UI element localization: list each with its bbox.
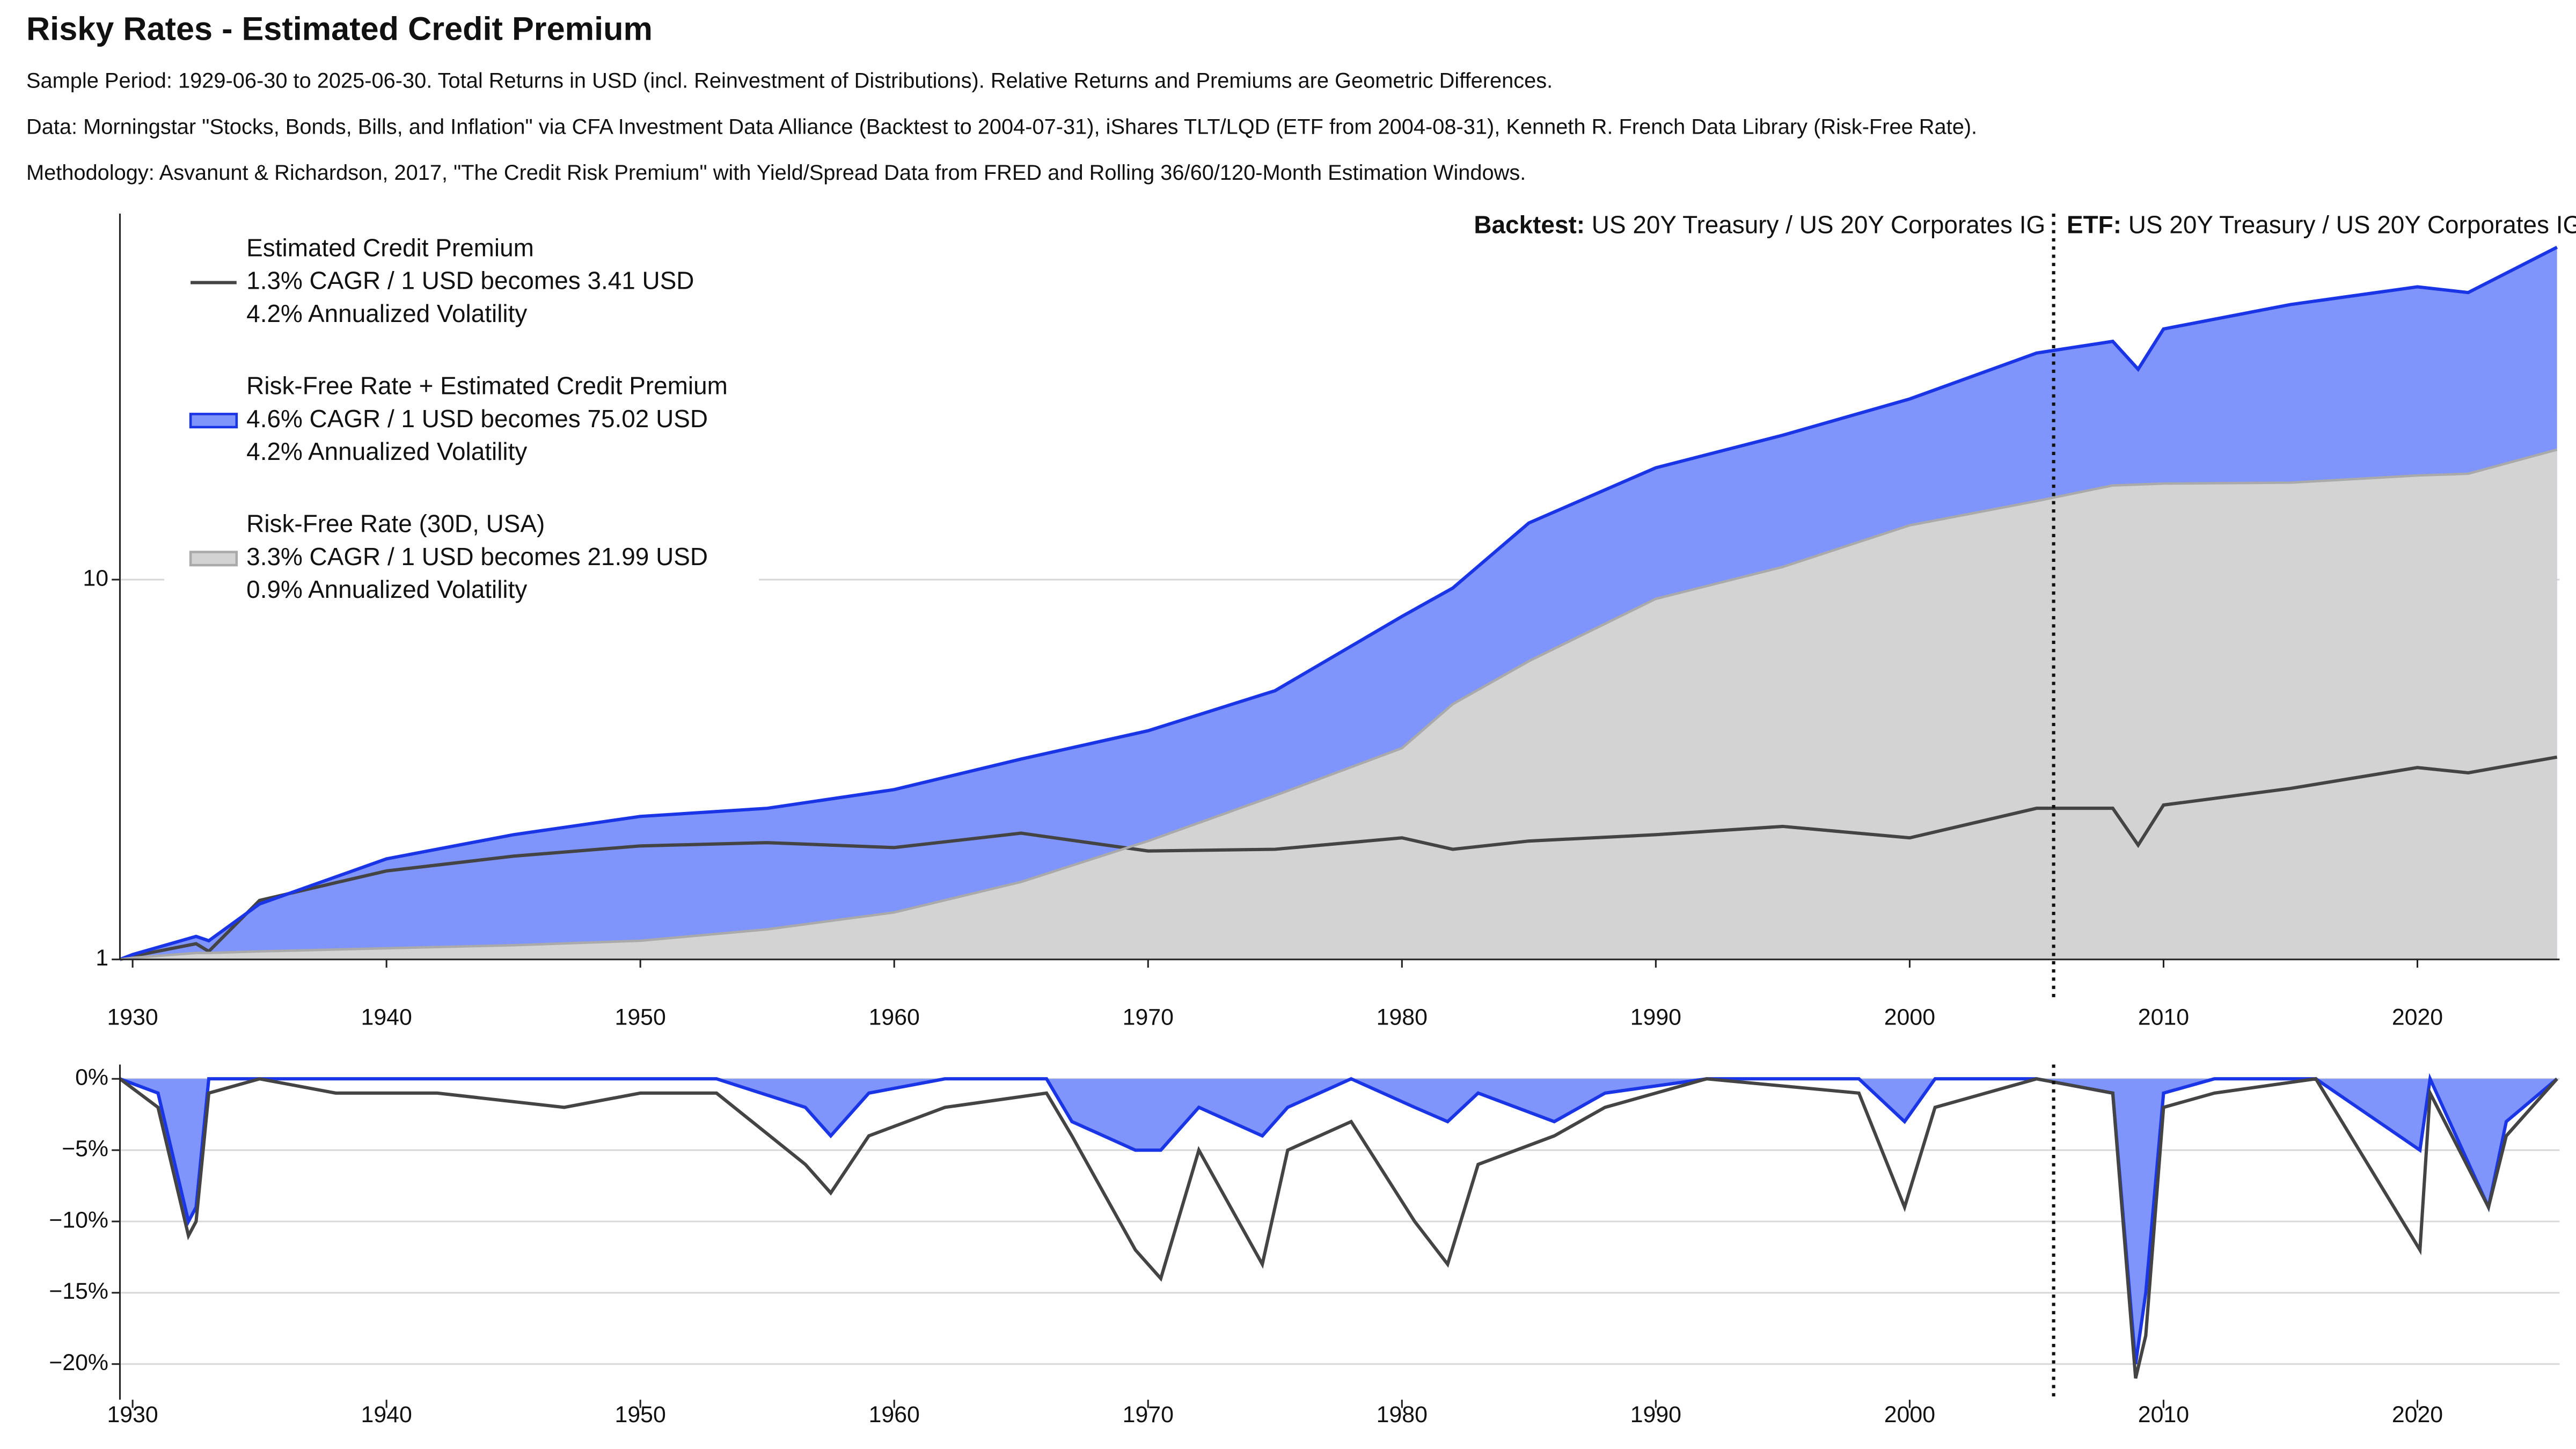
annotation-text: US 20Y Treasury / US 20Y Corporates IG: [1585, 211, 2045, 239]
y-tick-label: 10: [83, 565, 108, 591]
x-tick-label: 1960: [869, 1004, 920, 1030]
x-tick-label: 2000: [1884, 1004, 1935, 1030]
annotation: ETF: US 20Y Treasury / US 20Y Corporates…: [2067, 211, 2576, 239]
x-tick-label: 1950: [615, 1004, 666, 1030]
legend-label: Risk-Free Rate + Estimated Credit Premiu…: [246, 372, 728, 400]
x-tick-label: 1940: [361, 1004, 412, 1030]
x-tick-label: 2020: [2392, 1004, 2443, 1030]
y-tick-label: −15%: [49, 1278, 108, 1304]
y-tick-label: −5%: [62, 1136, 108, 1161]
area: [120, 449, 2557, 960]
x-tick-label: 2010: [2138, 1004, 2189, 1030]
legend-box: [164, 226, 759, 644]
x-tick-label: 2000: [1884, 1402, 1935, 1428]
legend-label: Estimated Credit Premium: [246, 233, 534, 261]
y-tick-label: 0%: [75, 1065, 108, 1091]
y-tick-label: −20%: [49, 1350, 108, 1375]
x-tick-label: 1950: [615, 1402, 666, 1428]
x-tick-label: 1980: [1377, 1004, 1428, 1030]
x-tick-label: 1970: [1123, 1402, 1174, 1428]
legend-vol: 4.2% Annualized Volatility: [246, 299, 527, 327]
x-tick-label: 2020: [2392, 1402, 2443, 1428]
annotation: Backtest: US 20Y Treasury / US 20Y Corpo…: [1474, 211, 2045, 239]
legend-swatch: [189, 413, 238, 429]
annotation-text: US 20Y Treasury / US 20Y Corporates IG: [2121, 211, 2576, 239]
x-tick-label: 1970: [1123, 1004, 1174, 1030]
x-tick-label: 1980: [1377, 1402, 1428, 1428]
chart-title: Risky Rates - Estimated Credit Premium: [26, 10, 653, 47]
legend-vol: 4.2% Annualized Volatility: [246, 437, 527, 465]
legend-cagr: 3.3% CAGR / 1 USD becomes 21.99 USD: [246, 543, 708, 570]
legend-cagr: 1.3% CAGR / 1 USD becomes 3.41 USD: [246, 267, 694, 295]
note: Sample Period: 1929-06-30 to 2025-06-30.…: [26, 69, 1553, 93]
legend-label: Risk-Free Rate (30D, USA): [246, 510, 545, 538]
note: Methodology: Asvanunt & Richardson, 2017…: [26, 161, 1526, 185]
y-tick-label: 1: [96, 945, 108, 971]
annotation-bold: ETF:: [2067, 211, 2121, 239]
x-tick-label: 1930: [107, 1402, 158, 1428]
note: Data: Morningstar "Stocks, Bonds, Bills,…: [26, 115, 1977, 138]
annotation-bold: Backtest:: [1474, 211, 1585, 239]
legend-swatch: [189, 551, 238, 567]
y-tick-label: −10%: [49, 1207, 108, 1233]
x-tick-label: 2010: [2138, 1402, 2189, 1428]
legend-cagr: 4.6% CAGR / 1 USD becomes 75.02 USD: [246, 405, 708, 433]
line: [119, 245, 2558, 961]
x-tick-label: 1990: [1630, 1402, 1681, 1428]
x-tick-label: 1940: [361, 1402, 412, 1428]
line: [120, 448, 2558, 961]
legend-vol: 0.9% Annualized Volatility: [246, 575, 527, 603]
line: [119, 1077, 2558, 1379]
x-tick-label: 1930: [107, 1004, 158, 1030]
x-tick-label: 1990: [1630, 1004, 1681, 1030]
x-tick-label: 1960: [869, 1402, 920, 1428]
